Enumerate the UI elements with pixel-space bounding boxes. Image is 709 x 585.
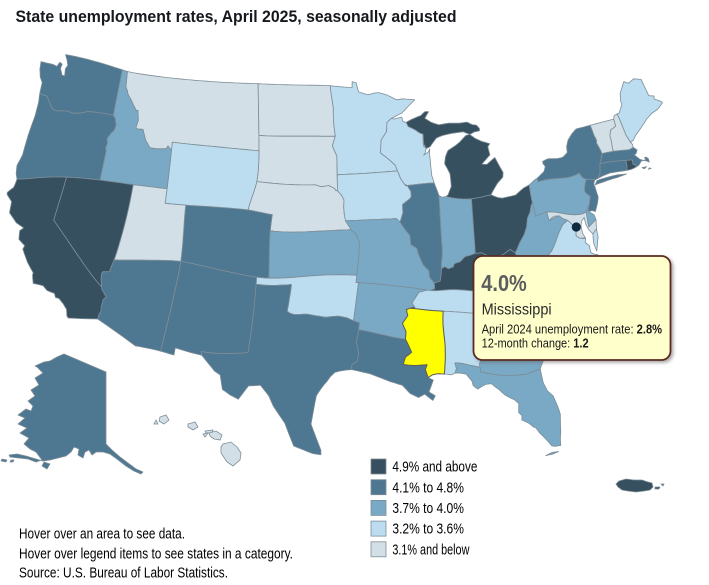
svg-text:Hover over an area to see data: Hover over an area to see data. [19, 525, 185, 542]
svg-text:Source: U.S. Bureau of Labor S: Source: U.S. Bureau of Labor Statistics. [19, 564, 228, 580]
svg-text:State unemployment rates, Apri: State unemployment rates, April 2025, se… [16, 7, 457, 26]
svg-text:Hover over legend items to see: Hover over legend items to see states in… [19, 545, 293, 562]
svg-text:12-month change: 1.2: 12-month change: 1.2 [482, 336, 589, 350]
svg-text:4.9% and above: 4.9% and above [392, 459, 477, 476]
svg-text:3.1% and below: 3.1% and below [392, 541, 469, 558]
svg-text:4.1% to 4.8%: 4.1% to 4.8% [392, 479, 464, 496]
svg-text:3.7% to 4.0%: 3.7% to 4.0% [392, 500, 464, 517]
svg-text:3.2% to 3.6%: 3.2% to 3.6% [392, 521, 464, 538]
svg-text:4.0%: 4.0% [481, 270, 527, 296]
svg-text:April 2024 unemployment rate:: April 2024 unemployment rate: 2.8% [482, 322, 662, 336]
svg-text:Mississippi: Mississippi [482, 302, 552, 319]
